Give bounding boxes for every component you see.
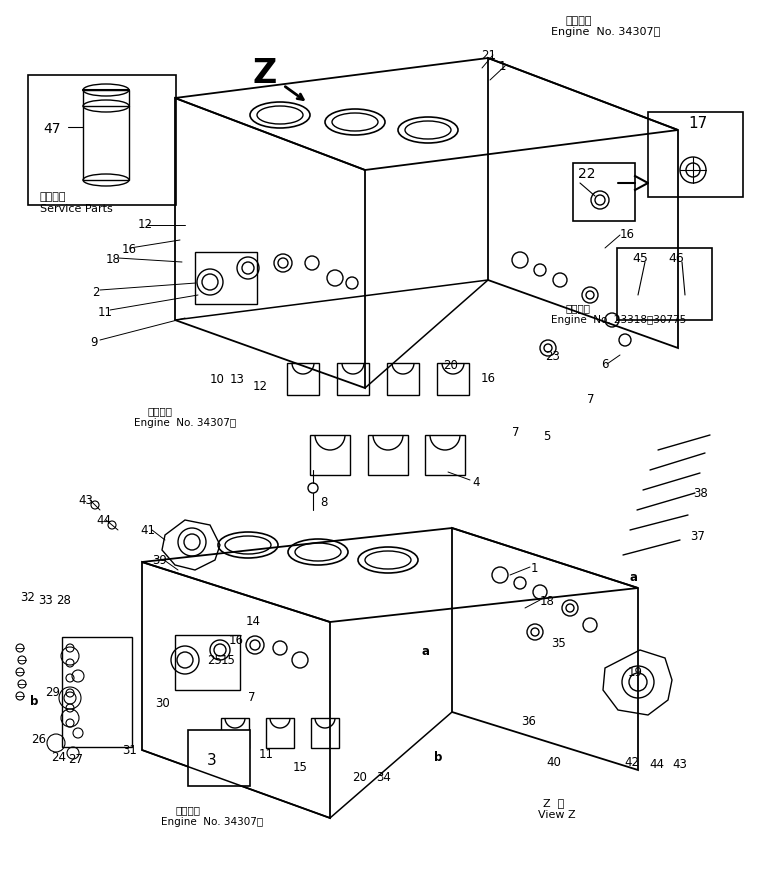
Text: 36: 36 <box>521 715 536 728</box>
Text: 6: 6 <box>601 358 608 371</box>
Text: 27: 27 <box>68 753 83 766</box>
Bar <box>195 252 257 304</box>
Text: 39: 39 <box>152 554 167 567</box>
Text: 12: 12 <box>138 218 153 231</box>
Text: 44: 44 <box>649 758 664 771</box>
Text: a: a <box>630 571 638 584</box>
Text: 26: 26 <box>31 733 46 746</box>
Bar <box>648 112 743 197</box>
Text: 16: 16 <box>481 372 496 385</box>
Text: 適用号機: 適用号機 <box>148 406 173 416</box>
Text: b: b <box>30 695 38 708</box>
Text: 11: 11 <box>98 306 113 319</box>
Bar <box>188 730 250 786</box>
Text: 32: 32 <box>20 591 35 604</box>
Text: 7: 7 <box>587 393 594 406</box>
Text: 30: 30 <box>155 697 170 710</box>
Text: 17: 17 <box>688 116 707 131</box>
Text: 適用号機: 適用号機 <box>175 805 200 815</box>
Text: 1: 1 <box>499 60 507 73</box>
Text: 43: 43 <box>672 758 687 771</box>
Text: 38: 38 <box>693 487 707 500</box>
Text: Service Parts: Service Parts <box>40 204 113 214</box>
Text: 20: 20 <box>443 359 458 372</box>
Text: View Z: View Z <box>538 810 576 820</box>
Text: 13: 13 <box>230 373 245 386</box>
Text: 15: 15 <box>221 654 236 667</box>
Text: 16: 16 <box>620 228 635 241</box>
Text: 19: 19 <box>628 666 643 679</box>
Text: Z: Z <box>252 57 276 90</box>
Text: 9: 9 <box>90 336 98 349</box>
Text: 25: 25 <box>207 654 222 667</box>
Text: 29: 29 <box>45 686 60 699</box>
Text: 3: 3 <box>207 753 217 768</box>
Bar <box>175 635 240 690</box>
Text: 21: 21 <box>481 49 496 62</box>
Text: 2: 2 <box>92 286 99 299</box>
Text: 34: 34 <box>376 771 391 784</box>
Text: 5: 5 <box>543 430 551 443</box>
Text: 1: 1 <box>531 562 538 575</box>
Text: 28: 28 <box>56 594 71 607</box>
Text: 23: 23 <box>545 350 560 363</box>
Text: 18: 18 <box>106 253 121 266</box>
Bar <box>62 637 132 747</box>
Text: 35: 35 <box>551 637 566 650</box>
Text: Engine  No. 34307～: Engine No. 34307～ <box>161 817 263 827</box>
Text: 24: 24 <box>51 751 66 764</box>
Text: 44: 44 <box>96 514 111 527</box>
Text: 45: 45 <box>632 252 647 265</box>
Text: Engine  No. 34307～: Engine No. 34307～ <box>551 27 661 37</box>
Text: 40: 40 <box>546 756 561 769</box>
Text: 31: 31 <box>122 744 137 757</box>
Text: 33: 33 <box>38 594 53 607</box>
Text: 37: 37 <box>690 530 705 543</box>
Bar <box>28 75 176 205</box>
Text: 22: 22 <box>578 167 595 181</box>
Text: 15: 15 <box>293 761 308 774</box>
Text: 12: 12 <box>253 380 268 393</box>
Text: 7: 7 <box>512 426 520 439</box>
Text: 16: 16 <box>122 243 137 256</box>
Text: 18: 18 <box>540 595 555 608</box>
Text: 20: 20 <box>352 771 367 784</box>
Text: 適用号機: 適用号機 <box>565 303 590 313</box>
Text: 10: 10 <box>210 373 225 386</box>
Text: 11: 11 <box>259 748 274 761</box>
Bar <box>83 90 129 180</box>
Bar <box>617 248 712 320</box>
Text: 14: 14 <box>246 615 261 628</box>
Text: 8: 8 <box>320 496 328 509</box>
Text: 補給専用: 補給専用 <box>40 192 66 202</box>
Bar <box>573 163 635 221</box>
Text: 適用号機: 適用号機 <box>565 16 591 26</box>
Text: 47: 47 <box>43 122 61 136</box>
Text: a: a <box>421 645 429 658</box>
Text: 7: 7 <box>248 691 255 704</box>
Text: Engine  No. 23318～30775: Engine No. 23318～30775 <box>551 315 686 325</box>
Text: 46: 46 <box>668 252 684 265</box>
Text: b: b <box>434 751 442 764</box>
Text: 43: 43 <box>78 494 93 507</box>
Text: 4: 4 <box>472 476 480 489</box>
Text: 16: 16 <box>229 634 244 647</box>
Text: Z  視: Z 視 <box>543 798 564 808</box>
Text: 42: 42 <box>624 756 639 769</box>
Text: Engine  No. 34307～: Engine No. 34307～ <box>134 418 236 428</box>
Text: 41: 41 <box>140 524 155 537</box>
